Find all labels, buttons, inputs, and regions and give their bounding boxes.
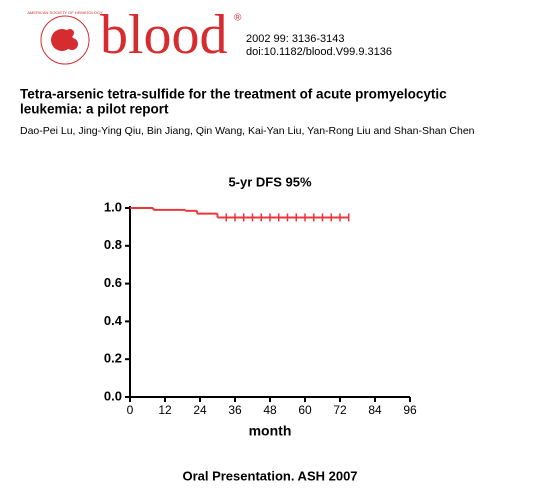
society: AMERICAN SOCIETY OF HEMATOLOGY	[27, 10, 103, 15]
authors: Dao-Pei Lu, Jing-Ying Qiu, Bin Jiang, Qi…	[20, 125, 475, 137]
y-tick-label: 0.6	[104, 275, 122, 290]
y-tick-label: 1.0	[104, 199, 122, 214]
x-tick-label: 72	[333, 403, 347, 417]
x-axis-label: month	[249, 423, 292, 439]
x-tick-label: 12	[158, 403, 172, 417]
article-title: Tetra-arsenic tetra-sulfide for the trea…	[20, 87, 447, 102]
logo-icon	[66, 29, 74, 37]
x-tick-label: 36	[228, 403, 242, 417]
x-tick-label: 84	[368, 403, 382, 417]
logo-mark: ®	[234, 13, 242, 24]
x-tick-label: 96	[403, 403, 417, 417]
x-tick-label: 0	[127, 403, 134, 417]
logo: blood	[100, 4, 228, 66]
y-tick-label: 0.8	[104, 237, 122, 252]
x-tick-label: 48	[263, 403, 277, 417]
y-tick-label: 0.4	[104, 313, 123, 328]
logo-ring	[40, 15, 90, 65]
footer: Oral Presentation. ASH 2007	[182, 468, 357, 483]
x-tick-label: 60	[298, 403, 312, 417]
doi: doi:10.1182/blood.V99.9.3136	[246, 46, 392, 58]
logo-icon	[66, 38, 78, 50]
y-tick-label: 0.2	[104, 351, 122, 366]
y-tick-label: 0.0	[104, 388, 122, 403]
article-title: leukemia: a pilot report	[20, 102, 169, 117]
citation: 2002 99: 3136-3143	[246, 33, 344, 45]
chart-title: 5-yr DFS 95%	[228, 174, 312, 189]
x-tick-label: 24	[193, 403, 207, 417]
